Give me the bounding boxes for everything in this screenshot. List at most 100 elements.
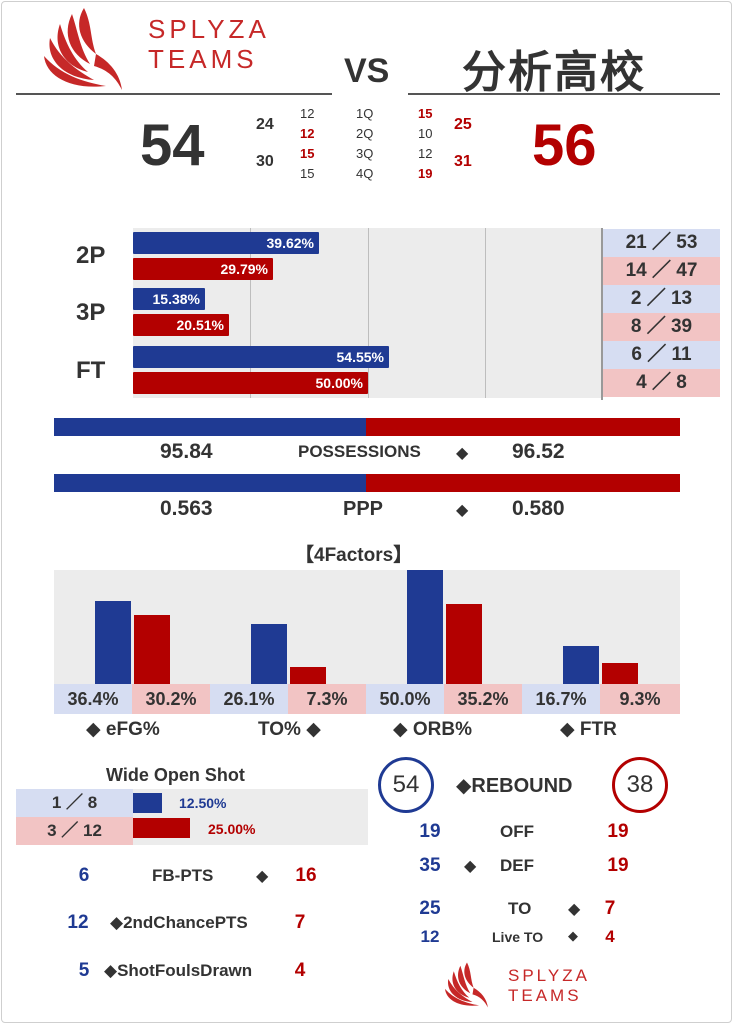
def-label: DEF (500, 856, 534, 875)
efg-away-value: 30.2% (132, 684, 210, 714)
to-away-value: 7.3% (288, 684, 366, 714)
fb-pts-label: FB-PTS (152, 866, 214, 885)
diamond-icon: ◆ (456, 445, 469, 462)
bar-3p-home: 15.38% (133, 288, 205, 310)
q1-away: 15 (418, 106, 433, 121)
diamond-icon: ◆ (256, 868, 269, 885)
home-first-half: 24 (256, 116, 274, 133)
home-second-half: 30 (256, 153, 274, 170)
bar-to-home (251, 624, 287, 684)
bar-2p-away: 29.79% (133, 258, 273, 280)
to-home: 25 (419, 898, 441, 919)
bar-efg-away (134, 615, 170, 684)
def-away: 19 (607, 855, 629, 876)
to-label: TO% ◆ (258, 719, 321, 740)
home-total-score: 54 (140, 113, 205, 178)
opponent-name: 分析高校 (462, 48, 646, 97)
made-att-2p-away: 14 ／ 47 (603, 257, 720, 285)
brand-subname: TEAMS (148, 44, 258, 74)
efg-label: ◆ eFG% (86, 719, 160, 740)
second-chance-home: 12 (67, 912, 89, 933)
possessions-label: POSSESSIONS (298, 442, 421, 461)
diamond-icon: ◆ (568, 928, 578, 943)
footer-brand-subname: TEAMS (508, 986, 582, 1005)
q1-label: 1Q (356, 106, 374, 121)
q2-away: 10 (418, 126, 433, 141)
phoenix-logo-icon (44, 8, 122, 90)
category-2p: 2P (76, 242, 106, 269)
ppp-away-segment (365, 474, 680, 492)
ppp-label: PPP (343, 498, 384, 520)
live-to-label: Live TO (492, 929, 544, 945)
q3-label: 3Q (356, 146, 374, 161)
made-att-ft-away: 4 ／ 8 (603, 369, 720, 397)
shot-fouls-label: ◆ShotFoulsDrawn (104, 961, 253, 980)
vs-label: VS (344, 52, 390, 90)
live-to-away: 4 (605, 927, 615, 946)
home-underline (16, 93, 332, 95)
rebound-away-total: 38 (612, 757, 668, 813)
diamond-icon: ◆ (464, 858, 477, 875)
ppp-away: 0.580 (512, 497, 565, 520)
bar-3p-away: 20.51% (133, 314, 229, 336)
four-factors-title: 【4Factors】 (295, 545, 413, 566)
brand-name: SPLYZA (148, 14, 270, 44)
off-label: OFF (500, 822, 534, 841)
possessions-home-segment (54, 418, 366, 436)
possessions-bar (54, 418, 680, 436)
second-chance-label: ◆2ndChancePTS (110, 913, 248, 932)
orb-home-value: 50.0% (366, 684, 444, 714)
grid-line (485, 228, 486, 398)
wide-open-title: Wide Open Shot (106, 765, 245, 785)
possessions-home: 95.84 (160, 440, 213, 463)
bar-orb-home (407, 570, 443, 684)
bar-to-away (290, 667, 326, 684)
diamond-icon: ◆ (456, 502, 469, 519)
ppp-bar (54, 474, 680, 492)
divider (601, 228, 603, 400)
def-home: 35 (419, 855, 441, 876)
q3-away: 12 (418, 146, 433, 161)
orb-away-value: 35.2% (444, 684, 522, 714)
bar-2p-home: 39.62% (133, 232, 319, 254)
q4-away: 19 (418, 166, 433, 181)
grid-line (368, 228, 369, 398)
category-ft: FT (76, 357, 106, 384)
q3-home: 15 (300, 146, 315, 161)
made-att-2p-home: 21 ／ 53 (603, 229, 720, 257)
rebound-label: ◆REBOUND (456, 775, 573, 797)
to-label: TO (508, 899, 532, 918)
to-home-value: 26.1% (210, 684, 288, 714)
q2-home: 12 (300, 126, 315, 141)
away-first-half: 25 (454, 116, 472, 133)
bar-efg-home (95, 601, 131, 684)
bar-ftr-away (602, 663, 638, 684)
off-home: 19 (419, 821, 441, 842)
away-total-score: 56 (532, 113, 597, 178)
wide-open-away-pct: 25.00% (208, 821, 256, 837)
possessions-away-segment (365, 418, 680, 436)
ftr-home-value: 16.7% (522, 684, 600, 714)
bar-ft-away: 50.00% (133, 372, 368, 394)
possessions-away: 96.52 (512, 440, 565, 463)
efg-home-value: 36.4% (54, 684, 132, 714)
shot-fouls-home: 5 (78, 960, 90, 981)
off-away: 19 (607, 821, 629, 842)
second-chance-away: 7 (294, 912, 306, 933)
q2-label: 2Q (356, 126, 374, 141)
wide-open-home-pct: 12.50% (179, 795, 227, 811)
bar-ftr-home (563, 646, 599, 684)
q4-label: 4Q (356, 166, 374, 181)
shot-fouls-away: 4 (294, 960, 306, 981)
ftr-away-value: 9.3% (600, 684, 680, 714)
bar-ft-home: 54.55% (133, 346, 389, 368)
grid-line (250, 228, 251, 398)
wide-open-away-made-att: 3 ／ 12 (16, 817, 133, 845)
diamond-icon: ◆ (568, 901, 581, 918)
ppp-home: 0.563 (160, 497, 213, 520)
live-to-home: 12 (420, 927, 440, 946)
four-factors-chart (54, 570, 680, 684)
q4-home: 15 (300, 166, 315, 181)
made-att-3p-home: 2 ／ 13 (603, 285, 720, 313)
